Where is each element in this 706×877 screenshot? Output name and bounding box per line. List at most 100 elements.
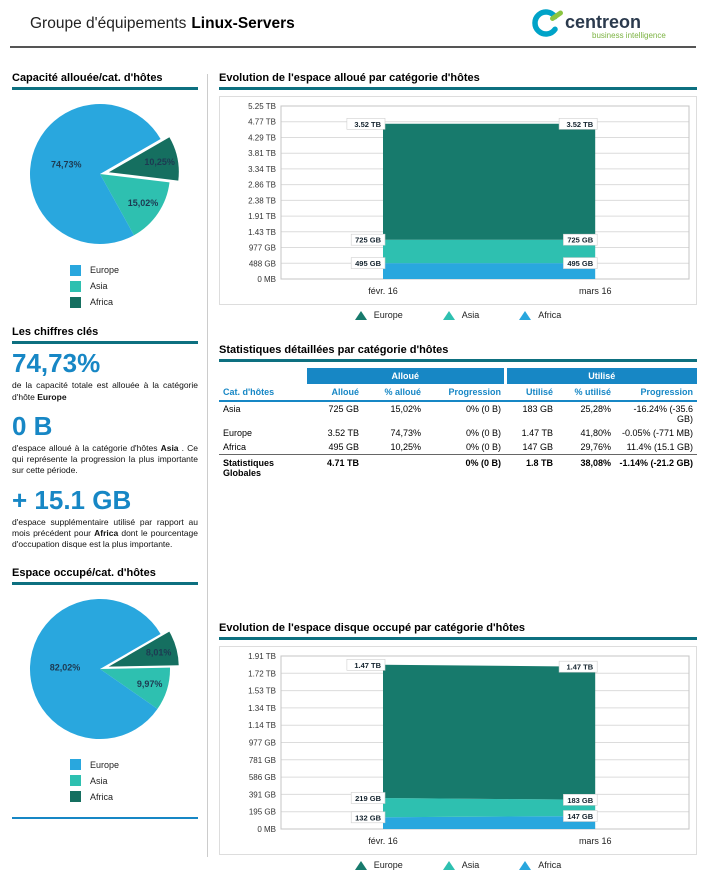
- table-cell: -0.05% (-771 MB): [621, 428, 694, 438]
- legend-swatch: [70, 759, 81, 771]
- area-band-asia: [383, 798, 596, 818]
- legend-label: Africa: [538, 310, 562, 320]
- key-figure-value: + 15.1 GB: [12, 484, 132, 515]
- y-axis-tick-label: 781 GB: [249, 756, 276, 765]
- legend-item-europe: Europe: [354, 310, 403, 320]
- section-title-occupied-pie: Espace occupé/cat. d'hôtes: [12, 567, 198, 585]
- y-axis-tick-label: 0 MB: [257, 275, 276, 284]
- legend-item-asia: Asia: [442, 860, 479, 870]
- table-group-header: Alloué: [307, 368, 505, 384]
- pie-slice-value-label: 74,73%: [51, 160, 82, 170]
- area-series-icon: [519, 310, 532, 320]
- table-cell: 3.52 TB: [327, 428, 359, 438]
- y-axis-tick-label: 2.86 TB: [248, 181, 276, 190]
- y-axis-tick-label: 195 GB: [249, 808, 276, 817]
- area-band-africa: [383, 816, 596, 829]
- pie-slice-europe: [29, 598, 161, 739]
- table-cell: 1.47 TB: [521, 428, 553, 438]
- table-row: Africa 495 GB 10,25% 0% (0 B) 147 GB 29,76% 11…: [219, 440, 697, 455]
- y-axis-tick-label: 1.72 TB: [248, 669, 276, 678]
- page-title-prefix: Groupe d'équipements: [30, 15, 187, 32]
- legend-label: Africa: [90, 297, 114, 307]
- pie-slice-africa: [108, 631, 179, 667]
- left-column-bottom-rule: [12, 816, 198, 819]
- table-cell: 74,73%: [390, 428, 421, 438]
- data-label: 219 GB: [355, 794, 381, 803]
- key-figure-text-part: dont le pourcentage d'occupation disque …: [12, 528, 198, 550]
- table-group-header-row: Alloué Utilisé: [219, 368, 698, 384]
- section-title-stats-table: Statistiques détaillées par catégorie d'…: [219, 344, 697, 362]
- y-axis-tick-label: 4.77 TB: [248, 118, 276, 127]
- pie-slice-value-label: 15,02%: [128, 198, 159, 208]
- table-column-header: % utilisé: [557, 384, 615, 402]
- key-figure-highlight: Europe: [37, 391, 67, 402]
- table-cell: 15,02%: [390, 404, 421, 414]
- data-label-box: [350, 257, 386, 269]
- table-cell: 183 GB: [522, 404, 553, 414]
- y-axis-tick-label: 1.43 TB: [248, 228, 276, 237]
- y-axis-tick-label: 2.38 TB: [248, 196, 276, 205]
- area-chart-occupied: 0 MB 195 GB 391 GB 586 GB 781 GB 977 GB 1.14 T…: [248, 652, 690, 846]
- centreon-logo-icon: [532, 9, 563, 37]
- table-cell: -16.24% (-35.6 GB): [633, 404, 694, 424]
- data-label: 132 GB: [355, 813, 381, 822]
- x-axis-tick-label: mars 16: [579, 836, 612, 846]
- pie-slice-africa: [108, 137, 179, 181]
- legend-item-asia: Asia: [70, 278, 198, 294]
- table-cell: Africa: [223, 442, 247, 452]
- area-band-europe: [383, 123, 596, 240]
- y-axis-tick-label: 5.25 TB: [248, 102, 276, 111]
- area-series-icon: [354, 310, 367, 320]
- centreon-logo: centreon business intelligence: [532, 6, 692, 42]
- area-chart-occupied-frame: 0 MB 195 GB 391 GB 586 GB 781 GB 977 GB 1.14 T…: [219, 646, 697, 855]
- area-series-icon: [354, 860, 367, 870]
- legend-item-asia: Asia: [442, 310, 479, 320]
- data-label-box: [346, 659, 386, 671]
- area-chart-allocated-frame: 0 MB 488 GB 977 GB 1.43 TB 1.91 TB 2.38 TB 2.8…: [219, 96, 697, 305]
- table-group-header: Utilisé: [503, 368, 698, 384]
- table-totals-cell: 0% (0 B): [425, 454, 505, 480]
- table-cell: Europe: [223, 428, 253, 438]
- key-figure-text-part: . Ce qui représente la progression la pl…: [12, 443, 198, 476]
- pie-chart-occupied: 8,01% 9,97% 82,02%: [29, 598, 179, 739]
- pie-slice-europe: [29, 104, 161, 245]
- table-totals-cell: 38,08%: [557, 454, 615, 480]
- table-totals-cell: 4.71 TB: [307, 454, 363, 480]
- y-axis-tick-label: 3.34 TB: [248, 165, 276, 174]
- legend-item-africa: Africa: [519, 860, 561, 870]
- data-label: 1.47 TB: [354, 661, 381, 670]
- data-label: 3.52 TB: [354, 120, 381, 129]
- data-label: 3.52 TB: [567, 120, 594, 129]
- table-totals-cell: -1.14% (-21.2 GB): [615, 454, 698, 480]
- y-axis-tick-label: 1.14 TB: [248, 721, 276, 730]
- area-series-icon: [519, 860, 532, 870]
- table-column-header: Alloué: [307, 384, 363, 402]
- legend-swatch: [70, 280, 81, 292]
- table-cell: 41,80%: [580, 428, 611, 438]
- data-label-box: [558, 117, 598, 130]
- data-label: 495 GB: [355, 259, 381, 268]
- left-column: Capacité allouée/cat. d'hôtes 10,25% 15,0…: [12, 72, 198, 819]
- page-title: Groupe d'équipements Linux-Servers: [30, 15, 295, 33]
- data-label-box: [563, 257, 598, 269]
- x-axis-tick-label: mars 16: [579, 286, 612, 296]
- y-axis-tick-label: 1.91 TB: [248, 652, 276, 661]
- section-title-key-figures: Les chiffres clés: [12, 326, 198, 344]
- pie-slice-asia: [100, 667, 171, 709]
- legend-label: Africa: [538, 860, 562, 870]
- area-legend-allocated: Europe Asia Africa: [219, 310, 697, 320]
- table-cell: 725 GB: [328, 404, 359, 414]
- legend-label: Africa: [90, 791, 114, 802]
- y-axis-tick-label: 0 MB: [257, 825, 276, 834]
- data-label: 725 GB: [355, 236, 381, 245]
- table-totals-cell: 1.8 TB: [505, 454, 557, 480]
- y-axis-tick-label: 3.81 TB: [248, 149, 276, 158]
- column-divider: [207, 74, 208, 857]
- legend-item-africa: Africa: [519, 310, 561, 320]
- y-axis-tick-label: 977 GB: [249, 244, 276, 253]
- pie-slice-value-label: 10,25%: [144, 157, 175, 167]
- pie-slice-value-label: 82,02%: [50, 662, 81, 672]
- y-axis-tick-label: 1.53 TB: [248, 687, 276, 696]
- table-cell: 0% (0 B): [465, 442, 501, 452]
